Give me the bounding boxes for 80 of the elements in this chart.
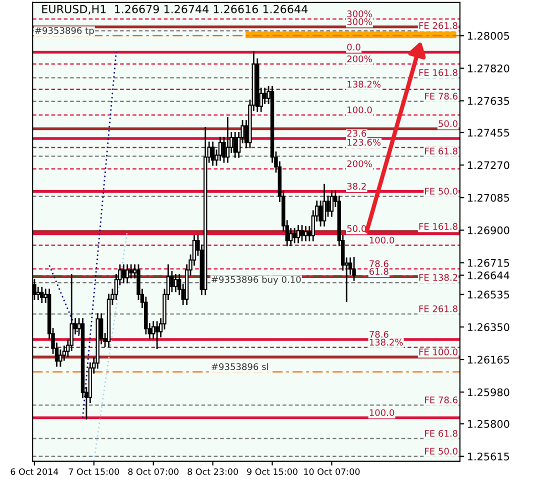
annotation: FE 138.2 xyxy=(419,274,458,281)
annotation: #9353896 tp xyxy=(35,27,94,36)
annotation: 138.2% xyxy=(370,338,403,346)
annotation: 100.0 xyxy=(370,409,394,416)
candlestick xyxy=(233,132,237,158)
candlestick xyxy=(129,264,133,278)
annotation: #9353896 buy 0.10 xyxy=(212,276,301,285)
annotation: #9353896 sl xyxy=(212,363,268,370)
annotation: 0.0 xyxy=(347,44,360,50)
candlestick xyxy=(174,274,178,292)
y-tick-label: 1.27635 xyxy=(468,97,510,105)
candlestick xyxy=(40,286,44,304)
candlestick xyxy=(122,264,126,284)
x-tick-label: 6 Oct 2014 xyxy=(10,468,58,475)
candlestick xyxy=(300,225,304,242)
annotation: 61.8 xyxy=(370,268,388,275)
candlestick xyxy=(322,184,326,226)
y-tick-label: 1.26644 xyxy=(468,271,510,280)
candlestick xyxy=(210,142,215,166)
x-tick-label: 8 Oct 07:00 xyxy=(128,468,179,475)
candlestick xyxy=(155,321,159,349)
annotation: 200% xyxy=(347,55,372,62)
annotation: 123.6% xyxy=(348,138,381,146)
line-series xyxy=(82,52,117,418)
candlestick xyxy=(304,226,308,242)
annotation: 50.0 xyxy=(438,120,458,128)
annotation: 50.0 xyxy=(347,225,366,232)
y-tick-label: 1.26900 xyxy=(468,226,510,234)
candlestick xyxy=(226,117,230,163)
annotation: FE 161.8 xyxy=(419,223,458,230)
chart-title: EURUSD,H1 1.26679 1.26744 1.26616 1.26644 xyxy=(42,4,308,14)
y-tick-label: 1.27820 xyxy=(468,64,510,72)
y-tick-label: 1.28005 xyxy=(468,32,510,40)
candlestick xyxy=(352,256,356,281)
x-tick-label: 7 Oct 15:00 xyxy=(68,468,120,475)
y-tick-label: 1.27455 xyxy=(468,128,510,137)
candlestick xyxy=(288,228,293,246)
annotation: FE 78.6 xyxy=(425,92,458,100)
y-tick-label: 1.26165 xyxy=(468,356,510,364)
y-tick-label: 1.27270 xyxy=(468,161,510,170)
candlestick xyxy=(58,350,62,367)
annotation: FE 61.8 xyxy=(425,430,458,437)
annotation: 100.0 xyxy=(348,106,372,114)
y-tick-label: 1.26535 xyxy=(468,290,510,299)
candlestick xyxy=(330,190,334,217)
annotation: FE 261.8 xyxy=(419,22,458,30)
line-series xyxy=(48,264,80,336)
annotation: FE 161.8 xyxy=(419,69,458,76)
y-tick-label: 1.25980 xyxy=(468,388,510,396)
x-tick-label: 8 Oct 23:00 xyxy=(188,468,238,475)
annotation: 200% xyxy=(347,160,372,168)
y-tick-label: 1.26715 xyxy=(468,258,510,267)
annotation: FE 78.6 xyxy=(425,396,458,404)
candlestick xyxy=(292,228,296,244)
y-tick-label: 1.25800 xyxy=(468,420,510,428)
annotation: 138.2% xyxy=(348,80,381,88)
candlestick xyxy=(318,200,322,226)
annotation: 300% xyxy=(347,18,372,26)
candlestick xyxy=(36,286,40,300)
y-tick-label: 1.26350 xyxy=(468,323,510,332)
y-tick-label: 1.27085 xyxy=(468,194,510,202)
annotation: 100.0 xyxy=(370,236,394,244)
candlestick xyxy=(296,225,300,244)
annotation: FE 261.8 xyxy=(419,305,458,312)
annotation: FE 50.0 xyxy=(425,188,458,195)
y-tick-label: 1.25615 xyxy=(468,452,510,460)
annotation: 38.2 xyxy=(347,182,366,190)
x-tick-label: 9 Oct 15:00 xyxy=(247,468,298,475)
annotation: 300% xyxy=(347,10,372,18)
candlestick xyxy=(170,271,174,292)
line-series xyxy=(93,229,128,462)
candlestick xyxy=(262,88,267,104)
annotation: FE 50.0 xyxy=(425,448,458,455)
annotation: FE 100.0 xyxy=(419,348,458,356)
annotation: 78.6 xyxy=(370,330,388,338)
candlestick xyxy=(125,264,130,284)
annotation: 23.6 xyxy=(347,130,366,137)
x-tick-label: 10 Oct 07:00 xyxy=(304,468,360,475)
annotation: FE 61.8 xyxy=(425,148,458,154)
annotation: 78.6 xyxy=(370,260,388,268)
